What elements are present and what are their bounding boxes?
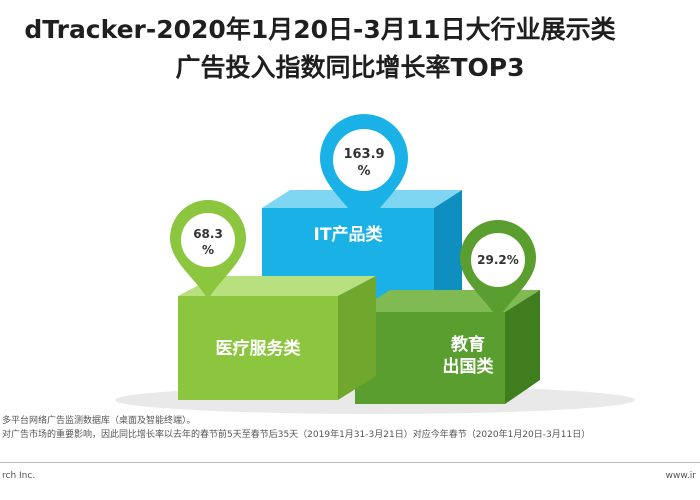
pin-medical: 68.3% (170, 200, 246, 300)
value-label-edu: 29.2% (477, 253, 519, 267)
note-line-2: 对广告市场的重要影响，因此同比增长率以去年的春节前5天至春节后35天（2019年… (2, 430, 591, 440)
category-label-medical: 医疗服务类 (216, 338, 302, 359)
footer-divider (0, 462, 700, 463)
chart-title-line1: dTracker-2020年1月20日-3月11日大行业展示类 (24, 15, 616, 44)
bar-medical: 医疗服务类 (178, 276, 376, 400)
chart-title-line2: 广告投入指数同比增长率TOP3 (175, 53, 525, 82)
bar-edu: 教育出国类 (355, 290, 540, 404)
source-credit: rch Inc. (2, 471, 36, 481)
value-label-medical: 68.3% (193, 227, 223, 257)
note-line-1: 多平台网络广告监测数据库（桌面及智能终端）。 (2, 416, 196, 426)
pin-it: 163.9% (320, 114, 408, 230)
bar-chart-3d: IT产品类 教育出国类 医疗服务类 68.3% 163.9% 29.2% (115, 114, 635, 414)
category-label-it: IT产品类 (314, 224, 384, 245)
value-label-it: 163.9% (343, 147, 384, 179)
notes: 多平台网络广告监测数据库（桌面及智能终端）。 对广告市场的重要影响，因此同比增长… (0, 414, 700, 442)
source-website: www.ir (665, 471, 696, 481)
category-label-edu-1: 教育出国类 (443, 334, 495, 377)
pin-edu: 29.2% (460, 220, 536, 320)
